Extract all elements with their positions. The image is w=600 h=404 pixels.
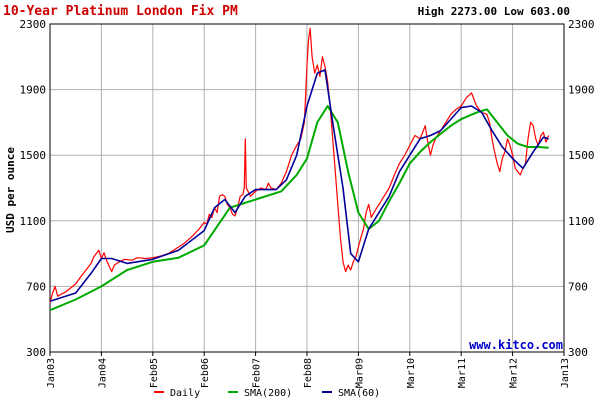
y-tick-label-left: 2300 — [20, 18, 47, 31]
x-tick-label: Jan04 — [97, 358, 108, 388]
y-tick-label-right: 2300 — [568, 18, 595, 31]
y-tick-label-right: 1100 — [568, 215, 595, 228]
legend: Daily SMA(200) SMA(60) — [154, 388, 380, 399]
x-tick-label: Mar11 — [457, 358, 468, 388]
y-tick-label-left: 1900 — [20, 84, 47, 97]
watermark: www.kitco.com — [469, 338, 563, 352]
y-tick-label-left: 1100 — [20, 215, 47, 228]
legend-label: Daily — [170, 388, 200, 399]
x-tick-label: Feb05 — [149, 358, 160, 388]
series-line-sma-60 — [49, 69, 549, 302]
x-tick-label: Feb08 — [303, 358, 314, 388]
legend-label: SMA(60) — [338, 388, 380, 399]
chart-title: 10-Year Platinum London Fix PM — [3, 4, 238, 19]
x-tick-label: Mar12 — [509, 358, 520, 388]
y-axis-label: USD per ounce — [4, 147, 17, 233]
series-group — [49, 27, 550, 312]
x-tick-label: Feb06 — [200, 358, 211, 388]
y-axis-right: 300 700 1100 1500 1900 2300 — [568, 18, 595, 359]
chart-stats: High 2273.00 Low 603.00 — [418, 5, 570, 18]
legend-label: SMA(200) — [244, 388, 292, 399]
y-tick-label-left: 700 — [26, 280, 46, 293]
grid — [49, 23, 565, 353]
x-tick-label: Mar09 — [354, 358, 365, 388]
y-tick-label-right: 1900 — [568, 84, 595, 97]
x-tick-label: Jan03 — [46, 358, 57, 388]
y-tick-label-left: 300 — [26, 346, 46, 359]
y-tick-label-right: 1500 — [568, 149, 595, 162]
y-tick-label-right: 700 — [568, 280, 588, 293]
y-tick-label-left: 1500 — [20, 149, 47, 162]
x-tick-label: Feb07 — [252, 358, 263, 388]
x-axis: Jan03 Jan04 Feb05 Feb06 Feb07 Feb08 Mar09 Mar10… — [46, 352, 571, 388]
series-line-daily — [49, 27, 550, 303]
y-tick-label-right: 300 — [568, 346, 588, 359]
y-axis-left: 300 700 1100 1500 1900 2300 — [20, 18, 47, 359]
x-tick-label: Mar10 — [406, 358, 417, 388]
x-tick-label: Jan13 — [560, 358, 571, 388]
